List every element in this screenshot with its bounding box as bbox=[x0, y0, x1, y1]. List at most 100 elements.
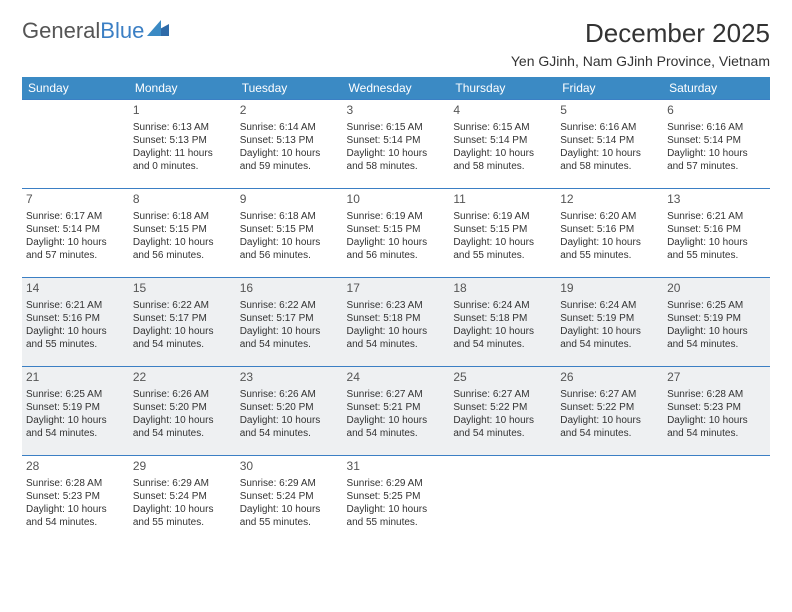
weekday-header: Thursday bbox=[449, 77, 556, 100]
sunset-text: Sunset: 5:16 PM bbox=[26, 312, 125, 325]
daylight-text: Daylight: 10 hours bbox=[453, 414, 552, 427]
calendar-cell: 15Sunrise: 6:22 AMSunset: 5:17 PMDayligh… bbox=[129, 278, 236, 367]
day-number: 10 bbox=[347, 192, 446, 208]
sunrise-text: Sunrise: 6:27 AM bbox=[560, 388, 659, 401]
day-number: 29 bbox=[133, 459, 232, 475]
day-number: 16 bbox=[240, 281, 339, 297]
logo: GeneralBlue bbox=[22, 18, 169, 44]
sunset-text: Sunset: 5:15 PM bbox=[240, 223, 339, 236]
day-number: 18 bbox=[453, 281, 552, 297]
sunset-text: Sunset: 5:16 PM bbox=[667, 223, 766, 236]
day-number: 22 bbox=[133, 370, 232, 386]
weekday-header: Saturday bbox=[663, 77, 770, 100]
daylight-text: Daylight: 10 hours bbox=[26, 503, 125, 516]
sunrise-text: Sunrise: 6:16 AM bbox=[667, 121, 766, 134]
calendar-cell: 19Sunrise: 6:24 AMSunset: 5:19 PMDayligh… bbox=[556, 278, 663, 367]
daylight-text: Daylight: 10 hours bbox=[453, 325, 552, 338]
day-number: 3 bbox=[347, 103, 446, 119]
sunset-text: Sunset: 5:20 PM bbox=[133, 401, 232, 414]
sunrise-text: Sunrise: 6:16 AM bbox=[560, 121, 659, 134]
daylight-text: Daylight: 10 hours bbox=[347, 325, 446, 338]
daylight-text: and 54 minutes. bbox=[453, 427, 552, 440]
calendar-cell: 1Sunrise: 6:13 AMSunset: 5:13 PMDaylight… bbox=[129, 100, 236, 189]
daylight-text: Daylight: 10 hours bbox=[667, 147, 766, 160]
sunset-text: Sunset: 5:25 PM bbox=[347, 490, 446, 503]
sunset-text: Sunset: 5:23 PM bbox=[667, 401, 766, 414]
day-number: 8 bbox=[133, 192, 232, 208]
sunrise-text: Sunrise: 6:28 AM bbox=[667, 388, 766, 401]
sunrise-text: Sunrise: 6:25 AM bbox=[26, 388, 125, 401]
daylight-text: and 55 minutes. bbox=[240, 516, 339, 529]
weekday-header: Monday bbox=[129, 77, 236, 100]
calendar-body: 1Sunrise: 6:13 AMSunset: 5:13 PMDaylight… bbox=[22, 100, 770, 545]
daylight-text: Daylight: 10 hours bbox=[560, 414, 659, 427]
sunset-text: Sunset: 5:14 PM bbox=[560, 134, 659, 147]
calendar-cell: 11Sunrise: 6:19 AMSunset: 5:15 PMDayligh… bbox=[449, 189, 556, 278]
daylight-text: and 58 minutes. bbox=[560, 160, 659, 173]
day-number: 26 bbox=[560, 370, 659, 386]
logo-icon bbox=[147, 20, 169, 36]
daylight-text: and 55 minutes. bbox=[347, 516, 446, 529]
calendar-cell: 8Sunrise: 6:18 AMSunset: 5:15 PMDaylight… bbox=[129, 189, 236, 278]
daylight-text: and 54 minutes. bbox=[560, 338, 659, 351]
title-block: December 2025 Yen GJinh, Nam GJinh Provi… bbox=[511, 18, 770, 69]
daylight-text: and 56 minutes. bbox=[347, 249, 446, 262]
day-number: 31 bbox=[347, 459, 446, 475]
sunset-text: Sunset: 5:14 PM bbox=[667, 134, 766, 147]
sunrise-text: Sunrise: 6:13 AM bbox=[133, 121, 232, 134]
daylight-text: Daylight: 10 hours bbox=[347, 414, 446, 427]
calendar-cell: 17Sunrise: 6:23 AMSunset: 5:18 PMDayligh… bbox=[343, 278, 450, 367]
daylight-text: and 0 minutes. bbox=[133, 160, 232, 173]
daylight-text: and 57 minutes. bbox=[667, 160, 766, 173]
daylight-text: and 55 minutes. bbox=[453, 249, 552, 262]
day-number: 23 bbox=[240, 370, 339, 386]
daylight-text: and 55 minutes. bbox=[560, 249, 659, 262]
sunrise-text: Sunrise: 6:22 AM bbox=[240, 299, 339, 312]
sunset-text: Sunset: 5:23 PM bbox=[26, 490, 125, 503]
daylight-text: and 59 minutes. bbox=[240, 160, 339, 173]
daylight-text: and 54 minutes. bbox=[240, 427, 339, 440]
sunrise-text: Sunrise: 6:18 AM bbox=[240, 210, 339, 223]
sunset-text: Sunset: 5:15 PM bbox=[133, 223, 232, 236]
calendar-cell: 30Sunrise: 6:29 AMSunset: 5:24 PMDayligh… bbox=[236, 456, 343, 545]
calendar-cell: 25Sunrise: 6:27 AMSunset: 5:22 PMDayligh… bbox=[449, 367, 556, 456]
sunrise-text: Sunrise: 6:24 AM bbox=[560, 299, 659, 312]
calendar-cell: 5Sunrise: 6:16 AMSunset: 5:14 PMDaylight… bbox=[556, 100, 663, 189]
sunrise-text: Sunrise: 6:26 AM bbox=[240, 388, 339, 401]
sunset-text: Sunset: 5:21 PM bbox=[347, 401, 446, 414]
calendar-cell: 12Sunrise: 6:20 AMSunset: 5:16 PMDayligh… bbox=[556, 189, 663, 278]
daylight-text: and 54 minutes. bbox=[667, 427, 766, 440]
calendar-cell: 6Sunrise: 6:16 AMSunset: 5:14 PMDaylight… bbox=[663, 100, 770, 189]
sunset-text: Sunset: 5:24 PM bbox=[133, 490, 232, 503]
sunset-text: Sunset: 5:18 PM bbox=[453, 312, 552, 325]
daylight-text: Daylight: 10 hours bbox=[560, 147, 659, 160]
day-number: 20 bbox=[667, 281, 766, 297]
daylight-text: and 54 minutes. bbox=[347, 338, 446, 351]
calendar-cell: 9Sunrise: 6:18 AMSunset: 5:15 PMDaylight… bbox=[236, 189, 343, 278]
weekday-header: Wednesday bbox=[343, 77, 450, 100]
daylight-text: and 58 minutes. bbox=[453, 160, 552, 173]
daylight-text: Daylight: 10 hours bbox=[347, 147, 446, 160]
sunrise-text: Sunrise: 6:21 AM bbox=[667, 210, 766, 223]
calendar-row: 28Sunrise: 6:28 AMSunset: 5:23 PMDayligh… bbox=[22, 456, 770, 545]
daylight-text: Daylight: 10 hours bbox=[26, 236, 125, 249]
sunrise-text: Sunrise: 6:21 AM bbox=[26, 299, 125, 312]
daylight-text: and 54 minutes. bbox=[240, 338, 339, 351]
daylight-text: Daylight: 10 hours bbox=[667, 414, 766, 427]
daylight-text: Daylight: 10 hours bbox=[453, 147, 552, 160]
sunset-text: Sunset: 5:18 PM bbox=[347, 312, 446, 325]
calendar-cell: 22Sunrise: 6:26 AMSunset: 5:20 PMDayligh… bbox=[129, 367, 236, 456]
sunrise-text: Sunrise: 6:17 AM bbox=[26, 210, 125, 223]
calendar-cell: 20Sunrise: 6:25 AMSunset: 5:19 PMDayligh… bbox=[663, 278, 770, 367]
sunset-text: Sunset: 5:24 PM bbox=[240, 490, 339, 503]
sunrise-text: Sunrise: 6:18 AM bbox=[133, 210, 232, 223]
daylight-text: and 58 minutes. bbox=[347, 160, 446, 173]
sunset-text: Sunset: 5:16 PM bbox=[560, 223, 659, 236]
calendar-cell: 31Sunrise: 6:29 AMSunset: 5:25 PMDayligh… bbox=[343, 456, 450, 545]
daylight-text: and 54 minutes. bbox=[26, 427, 125, 440]
day-number: 21 bbox=[26, 370, 125, 386]
calendar-cell: 29Sunrise: 6:29 AMSunset: 5:24 PMDayligh… bbox=[129, 456, 236, 545]
daylight-text: and 56 minutes. bbox=[133, 249, 232, 262]
sunrise-text: Sunrise: 6:27 AM bbox=[347, 388, 446, 401]
day-number: 27 bbox=[667, 370, 766, 386]
